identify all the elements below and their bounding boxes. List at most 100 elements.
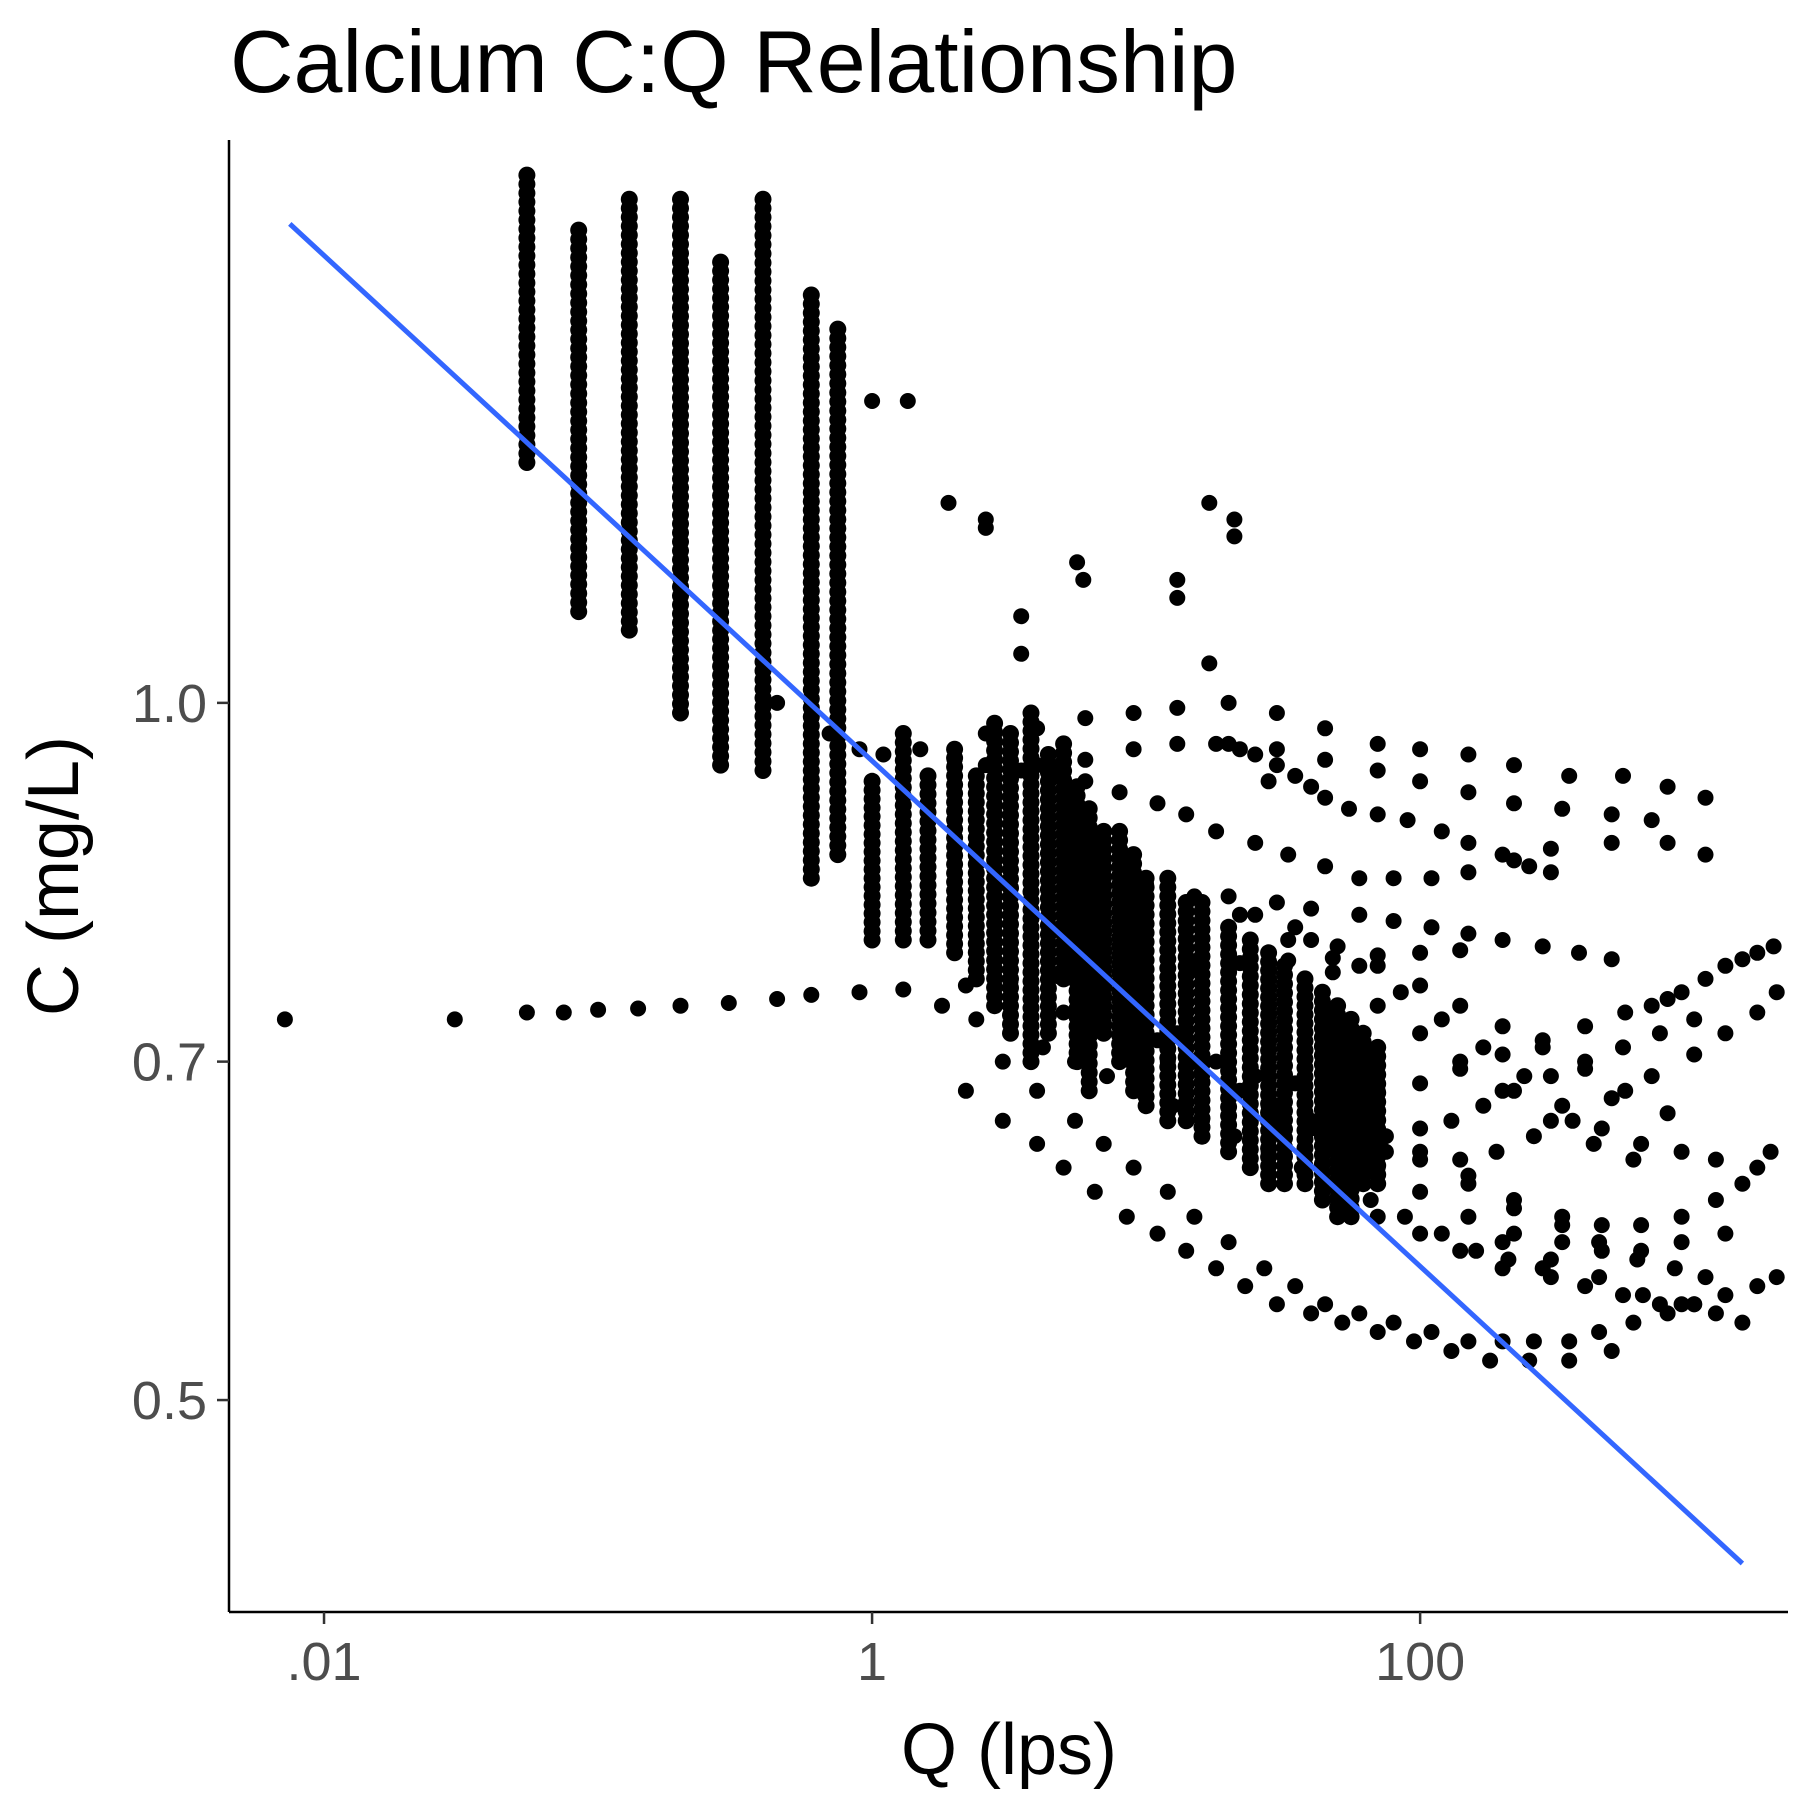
- data-point-124: [620, 190, 638, 208]
- data-point-369: [802, 286, 820, 304]
- data-point-561: [1617, 1082, 1634, 1099]
- data-point-739: [1452, 1242, 1469, 1259]
- data-point-703: [1149, 1225, 1166, 1242]
- data-point-750: [1673, 984, 1690, 1001]
- data-point-518: [1369, 762, 1386, 779]
- data-point-646: [1377, 1128, 1394, 1145]
- data-point-604: [1506, 1200, 1522, 1217]
- data-point-500: [1220, 694, 1237, 711]
- data-point-692: [1561, 1333, 1578, 1350]
- data-point-554: [1329, 938, 1346, 955]
- data-point-693: [1591, 1324, 1608, 1340]
- data-point-486: [1351, 870, 1368, 887]
- data-point-436: [720, 995, 737, 1011]
- data-point-715: [1561, 1352, 1578, 1369]
- data-point-747: [1749, 1278, 1766, 1295]
- data-point-710: [1369, 1324, 1386, 1340]
- data-point-683: [1256, 1260, 1273, 1277]
- data-point-731: [1396, 1208, 1413, 1225]
- data-point-453: [864, 393, 881, 409]
- data-point-677: [1067, 1112, 1083, 1129]
- data-point-559: [1534, 1039, 1551, 1056]
- data-point-1405: [1296, 970, 1314, 988]
- data-point-718: [968, 1011, 985, 1028]
- data-point-591: [1673, 1208, 1690, 1225]
- data-point-470: [821, 725, 838, 742]
- data-point-457: [977, 511, 994, 528]
- data-point-496: [1029, 720, 1046, 737]
- data-point-497: [1077, 710, 1094, 727]
- data-point-539: [1659, 991, 1676, 1007]
- data-point-578: [1460, 1208, 1477, 1225]
- data-point-443: [1050, 968, 1067, 985]
- data-point-303: [754, 190, 772, 208]
- data-point-730: [1362, 1192, 1379, 1208]
- data-point-1225: [1159, 869, 1177, 887]
- data-point-678: [1095, 1135, 1112, 1152]
- y-tick-label-2: 1.0: [132, 674, 207, 734]
- data-point-687: [1385, 1314, 1402, 1331]
- data-point-498: [1125, 705, 1142, 721]
- data-point-672: [1717, 1025, 1734, 1042]
- data-point-574: [1268, 1112, 1285, 1129]
- data-point-239: [712, 253, 730, 271]
- data-point-971: [1022, 704, 1040, 722]
- data-point-667: [1525, 1128, 1542, 1145]
- data-point-542: [1231, 906, 1248, 923]
- data-point-492: [1603, 834, 1620, 851]
- data-point-684: [1287, 1278, 1304, 1295]
- data-point-669: [1603, 1090, 1620, 1107]
- data-point-673: [1749, 1004, 1766, 1021]
- data-point-552: [1247, 906, 1264, 923]
- data-point-744: [1651, 1296, 1668, 1313]
- data-point-609: [1697, 1269, 1714, 1286]
- data-point-517: [1317, 751, 1334, 768]
- data-point-556: [1412, 977, 1429, 994]
- data-point-749: [1643, 997, 1660, 1014]
- vertical-point-bands: [518, 166, 1387, 1226]
- data-point-722: [1099, 1068, 1115, 1085]
- data-point-664: [1412, 1151, 1429, 1168]
- data-point-662: [1341, 1135, 1357, 1152]
- data-point-435: [672, 997, 689, 1014]
- data-point-434: [630, 1000, 647, 1017]
- data-point-741: [1542, 1269, 1559, 1286]
- data-point-551: [1625, 1151, 1642, 1168]
- data-point-740: [1494, 1260, 1511, 1277]
- data-point-752: [1717, 957, 1734, 974]
- data-point-550: [1585, 1135, 1602, 1152]
- data-point-565: [1392, 984, 1409, 1001]
- data-point-465: [1201, 655, 1218, 672]
- data-point-624: [1521, 858, 1538, 875]
- data-point-458: [1013, 608, 1030, 625]
- data-point-638: [1095, 1018, 1112, 1035]
- data-point-454: [899, 393, 916, 409]
- data-point-611: [1231, 741, 1248, 758]
- data-point-1030: [1055, 735, 1073, 753]
- data-point-648: [1443, 1112, 1460, 1129]
- y-axis-ticks: 0.5 0.7 1.0: [132, 674, 229, 1431]
- data-point-482: [1208, 823, 1225, 840]
- data-point-689: [1460, 1333, 1477, 1350]
- data-point-637: [1055, 1004, 1072, 1021]
- data-point-505: [1460, 746, 1477, 763]
- data-point-488: [1423, 870, 1440, 887]
- data-point-754: [1749, 944, 1766, 961]
- data-point-798: [894, 725, 912, 742]
- data-point-572: [1673, 1143, 1690, 1160]
- data-point-473: [912, 741, 929, 758]
- data-point-697: [957, 1082, 974, 1099]
- data-point-717: [934, 997, 950, 1014]
- data-point-626: [1220, 888, 1237, 905]
- data-point-1494: [1354, 1024, 1372, 1042]
- data-point-663: [1377, 1143, 1394, 1160]
- data-point-522: [1554, 800, 1571, 817]
- x-axis-title: Q (lps): [901, 1710, 1117, 1790]
- data-point-1429: [1313, 983, 1331, 1001]
- scatter-points: [276, 393, 1785, 1369]
- data-point-576: [1369, 1159, 1386, 1176]
- data-point-32: [518, 166, 536, 184]
- data-point-702: [1118, 1208, 1135, 1225]
- data-point-440: [895, 981, 912, 998]
- data-point-605: [1554, 1217, 1571, 1234]
